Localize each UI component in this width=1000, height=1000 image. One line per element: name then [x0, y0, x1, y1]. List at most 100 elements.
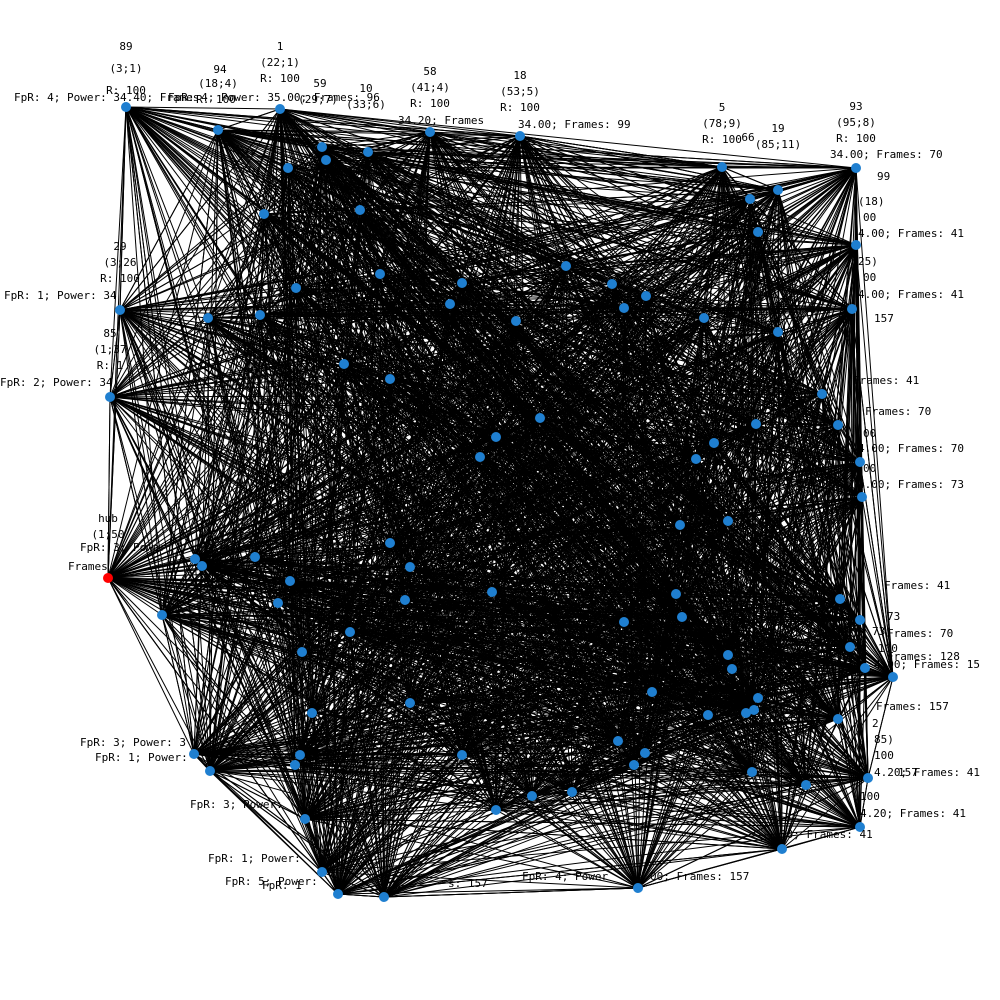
node-94-info: FpR: 4; Power: 35.00; Frames: 96: [168, 91, 380, 104]
graph-edge: [343, 363, 411, 568]
graph-edge: [409, 691, 653, 704]
graph-edge: [359, 209, 759, 233]
graph-edge: [571, 740, 619, 793]
label-layer: hub (1;50 FpR: 3; Power: Frames 89 (3;1)…: [0, 40, 980, 892]
graph-edge: [429, 131, 751, 200]
hub-coord-label: (1;50: [91, 528, 124, 541]
graph-edge: [777, 331, 823, 395]
node-19-id: 19: [771, 122, 784, 135]
graph-edge: [263, 213, 411, 568]
graph-edge: [294, 764, 807, 786]
graph-edge: [289, 580, 851, 648]
right-label: 73: [887, 610, 900, 623]
graph-edge: [531, 668, 733, 797]
graph-edge: [404, 599, 733, 670]
graph-edge: [461, 282, 757, 425]
right-label: Frames: 157: [876, 700, 949, 713]
graph-node: [777, 844, 787, 854]
graph-edge: [125, 106, 281, 110]
graph-edge: [217, 108, 281, 131]
right-label: 85): [874, 733, 894, 746]
graph-edge: [851, 308, 869, 779]
graph-edge: [495, 691, 653, 811]
graph-edge: [259, 314, 345, 365]
right-label: 00; Frames: 41: [780, 828, 873, 841]
graph-edge: [337, 893, 385, 898]
graph-edge: [623, 621, 755, 711]
right-label: 00: [863, 427, 876, 440]
node-18-r: R: 100: [500, 101, 540, 114]
node-19-coord: (85;11): [755, 138, 801, 151]
graph-edge: [109, 396, 211, 772]
graph-edge: [254, 556, 406, 601]
graph-edge: [404, 524, 681, 601]
graph-edge: [745, 712, 753, 773]
graph-edge: [389, 378, 463, 756]
graph-node: [677, 612, 687, 622]
graph-edge: [565, 231, 759, 267]
graph-edge: [109, 393, 823, 398]
graph-edge: [707, 714, 753, 773]
right-label: Frames: 41: [853, 374, 919, 387]
graph-edge: [519, 135, 647, 297]
graph-edge: [389, 456, 481, 544]
graph-node: [425, 127, 435, 137]
graph-edge: [343, 363, 497, 811]
graph-node: [197, 561, 207, 571]
graph-edge: [429, 131, 779, 191]
graph-edge: [263, 167, 289, 215]
graph-node: [703, 710, 713, 720]
graph-edge: [565, 265, 613, 285]
graph-edge: [703, 317, 779, 333]
graph-edge: [193, 598, 841, 755]
graph-node: [860, 663, 870, 673]
node-85-r: R: 1: [97, 359, 124, 372]
graph-edge: [633, 424, 839, 766]
graph-edge: [731, 646, 851, 670]
graph-edge: [495, 436, 715, 444]
graph-edge: [207, 317, 301, 756]
node-93-info: 34.00; Frames: 70: [830, 148, 943, 161]
graph-edge: [263, 159, 327, 215]
graph-edge: [855, 244, 894, 678]
graph-edge: [279, 108, 521, 137]
graph-edge: [279, 108, 894, 678]
graph-node: [355, 205, 365, 215]
edge-layer: [107, 106, 894, 898]
graph-edge: [294, 740, 619, 766]
graph-edge: [193, 753, 385, 898]
graph-edge: [343, 363, 753, 773]
graph-edge: [383, 809, 497, 898]
graph-edge: [277, 602, 646, 754]
graph-edge: [731, 619, 861, 670]
graph-node: [863, 773, 873, 783]
graph-edge: [645, 295, 839, 426]
right-label: 100: [878, 642, 898, 655]
graph-node: [675, 520, 685, 530]
right-label: 4.00; Frames: 73: [858, 478, 964, 491]
node-29-r: R: 100: [100, 272, 140, 285]
graph-edge: [571, 784, 807, 793]
graph-edge: [119, 309, 391, 544]
graph-edge: [389, 231, 759, 380]
graph-edge: [721, 166, 779, 191]
graph-edge: [254, 556, 677, 595]
graph-edge: [259, 314, 291, 582]
graph-edge: [107, 577, 163, 616]
graph-edge: [254, 520, 729, 558]
node-85-coord: (1;37: [93, 343, 126, 356]
graph-edge: [201, 314, 261, 567]
graph-edge: [651, 691, 861, 828]
graph-edge: [757, 231, 857, 246]
graph-edge: [343, 363, 823, 395]
graph-node: [189, 749, 199, 759]
graph-edge: [837, 424, 861, 621]
graph-edge: [201, 556, 256, 567]
graph-edge: [109, 135, 521, 398]
graph-edge: [325, 159, 391, 380]
right-label: 100: [874, 749, 894, 762]
graph-node: [773, 327, 783, 337]
graph-node: [105, 392, 115, 402]
graph-edge: [389, 542, 861, 621]
right-label: Frames: 70: [887, 627, 953, 640]
